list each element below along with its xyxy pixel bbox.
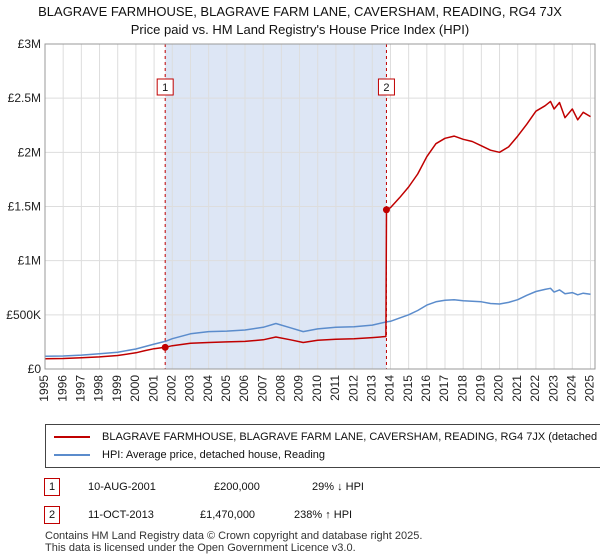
transaction-price: £200,000 (214, 481, 260, 493)
plot-border (44, 43, 596, 370)
transaction-date: 10-AUG-2001 (88, 481, 156, 493)
x-tick-label: 2018 (455, 375, 469, 402)
x-tick-label: 2007 (255, 375, 269, 402)
x-tick-label: 2025 (583, 375, 597, 402)
x-tick-label: 2013 (364, 375, 378, 402)
chart-title-line2: Price paid vs. HM Land Registry's House … (130, 22, 470, 37)
x-tick-label: 1998 (92, 375, 106, 402)
x-tick-label: 2022 (528, 375, 542, 402)
transaction-date: 11-OCT-2013 (88, 509, 154, 521)
x-tick-label: 1999 (110, 375, 124, 402)
x-tick-label: 1997 (74, 375, 88, 402)
x-tick-label: 2020 (492, 375, 506, 402)
chart-title-line1: BLAGRAVE FARMHOUSE, BLAGRAVE FARM LANE, … (38, 4, 562, 19)
hpi-line (44, 287, 591, 357)
x-tick-label: 1995 (37, 375, 51, 402)
x-tick-label: 2003 (183, 375, 197, 402)
transaction-hpi-diff: 29% ↓ HPI (312, 481, 364, 493)
x-tick-label: 2014 (383, 375, 397, 402)
legend-item-property: BLAGRAVE FARMHOUSE, BLAGRAVE FARM LANE, … (54, 429, 600, 445)
y-tick-label: £2M (18, 145, 41, 159)
x-tick-label: 2006 (237, 375, 251, 402)
x-tick-label: 2017 (437, 375, 451, 402)
x-tick-label: 2004 (201, 375, 215, 402)
x-tick-label: 2019 (474, 375, 488, 402)
x-tick-label: 2016 (419, 375, 433, 402)
sale-marker-label: 1 (162, 82, 168, 94)
x-tick-label: 2015 (401, 375, 415, 402)
legend-swatch-property (54, 436, 90, 438)
chart-legend: BLAGRAVE FARMHOUSE, BLAGRAVE FARM LANE, … (45, 424, 600, 468)
x-tick-label: 2024 (564, 375, 578, 402)
y-tick-label: £3M (18, 37, 41, 51)
sale-point (161, 343, 169, 351)
legend-swatch-hpi (54, 454, 90, 456)
x-tick-label: 2000 (128, 375, 142, 402)
y-tick-label: £1.5M (8, 200, 41, 214)
y-tick-label: £0 (28, 362, 42, 376)
x-tick-label: 2005 (219, 375, 233, 402)
transaction-number-badge: 1 (44, 478, 60, 496)
x-tick-label: 2021 (510, 375, 524, 402)
x-tick-label: 2023 (546, 375, 560, 402)
footer-line-2: This data is licensed under the Open Gov… (45, 542, 356, 554)
x-tick-label: 2012 (346, 375, 360, 402)
transaction-price: £1,470,000 (200, 509, 256, 521)
y-tick-label: £2.5M (8, 91, 41, 105)
sale-point (382, 206, 390, 214)
x-tick-label: 2002 (164, 375, 178, 402)
x-tick-label: 2008 (274, 375, 288, 402)
legend-label-hpi: HPI: Average price, detached house, Read… (102, 449, 326, 461)
x-tick-label: 1996 (55, 375, 69, 402)
legend-item-hpi: HPI: Average price, detached house, Read… (54, 447, 325, 463)
x-tick-label: 2001 (146, 375, 160, 402)
y-tick-label: £1M (18, 254, 41, 268)
x-tick-label: 2009 (292, 375, 306, 402)
transaction-row: 1 10-AUG-2001 £200,000 29% ↓ HPI (0, 476, 600, 500)
sale-marker-badge (377, 78, 395, 96)
footer-licence: Contains HM Land Registry data © Crown c… (45, 530, 422, 554)
transaction-row: 2 11-OCT-2013 £1,470,000 238% ↑ HPI (0, 504, 600, 528)
price-chart: £0 £500K £1M £1.5M £2M £2.5M £3M 1995 1996 1997 19… (6, 37, 597, 402)
footer-line-1: Contains HM Land Registry data © Crown c… (45, 530, 423, 542)
sale-marker-label: 2 (383, 82, 389, 94)
transaction-hpi-diff: 238% ↑ HPI (294, 509, 353, 521)
legend-label-property: BLAGRAVE FARMHOUSE, BLAGRAVE FARM LANE, … (102, 431, 600, 443)
transaction-number-badge: 2 (44, 506, 60, 524)
sale-marker-badge (156, 78, 174, 96)
x-tick-label: 2011 (328, 375, 342, 401)
x-tick-label: 2010 (310, 375, 324, 402)
y-tick-label: £500K (6, 308, 41, 322)
